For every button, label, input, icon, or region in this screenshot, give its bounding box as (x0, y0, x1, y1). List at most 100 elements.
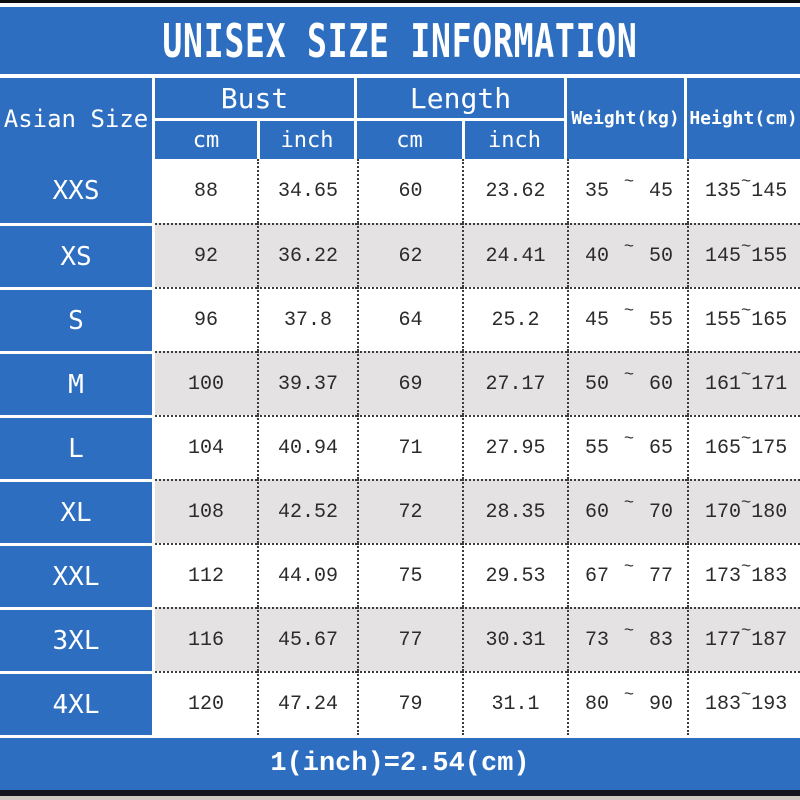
conversion-note: 1(inch)=2.54(cm) (270, 749, 530, 779)
bottom-edge-strip (0, 796, 800, 800)
tilde-glyph: ~ (741, 557, 752, 577)
body-footer-divider (0, 735, 800, 738)
footer-bar: 1(inch)=2.54(cm) (0, 738, 800, 790)
length-cm-value: 72 (357, 479, 462, 543)
header-group-length: Length cm inch (357, 78, 567, 159)
bust-cm-value: 112 (155, 543, 257, 607)
bust-cm-value: 100 (155, 351, 257, 415)
table-row-xs: XS 92 36.22 62 24.41 40 ~ 50 145 ~ 155 (0, 223, 800, 287)
tilde-glyph: ~ (623, 301, 635, 321)
size-label: XL (0, 479, 155, 543)
weight-range: 45 ~ 55 (567, 287, 687, 351)
height-min: 165 (705, 436, 742, 460)
height-max: 187 (751, 628, 788, 652)
height-max: 155 (751, 244, 788, 268)
weight-min: 45 (585, 308, 610, 332)
header-bust-cm: cm (192, 127, 220, 153)
length-cm-value: 71 (357, 415, 462, 479)
bust-cm-value: 120 (155, 671, 257, 735)
height-max: 180 (751, 500, 788, 524)
tilde-glyph: ~ (741, 621, 752, 641)
weight-max: 55 (648, 308, 673, 332)
length-inch-value: 27.95 (462, 415, 567, 479)
height-range: 177 ~ 187 (687, 607, 800, 671)
weight-max: 90 (648, 692, 673, 716)
bust-inch-value: 44.09 (257, 543, 357, 607)
table-row-l: L 104 40.94 71 27.95 55 ~ 65 165 ~ 175 (0, 415, 800, 479)
tilde-glyph: ~ (623, 237, 635, 257)
tilde-glyph: ~ (623, 557, 635, 577)
size-label: 3XL (0, 607, 155, 671)
header-height: Height(cm) (687, 78, 800, 159)
weight-min: 67 (585, 564, 610, 588)
tilde-glyph: ~ (741, 237, 752, 257)
height-min: 161 (705, 372, 742, 396)
weight-max: 45 (648, 179, 673, 203)
header-group-bust: Bust cm inch (155, 78, 357, 159)
table-row-3xl: 3XL 116 45.67 77 30.31 73 ~ 83 177 ~ 187 (0, 607, 800, 671)
height-max: 193 (751, 692, 788, 716)
weight-range: 73 ~ 83 (567, 607, 687, 671)
table-row-4xl: 4XL 120 47.24 79 31.1 80 ~ 90 183 ~ 193 (0, 671, 800, 735)
header-length-label: Length (357, 78, 564, 121)
size-label: L (0, 415, 155, 479)
height-range: 135 ~ 145 (687, 159, 800, 223)
length-cm-value: 64 (357, 287, 462, 351)
size-label: S (0, 287, 155, 351)
weight-min: 55 (585, 436, 610, 460)
header-length-cm: cm (396, 127, 423, 153)
title-bar: UNISEX SIZE INFORMATION (0, 7, 800, 74)
bust-cm-value: 104 (155, 415, 257, 479)
tilde-glyph: ~ (623, 429, 635, 449)
height-max: 165 (751, 308, 788, 332)
tilde-glyph: ~ (623, 621, 635, 641)
weight-range: 60 ~ 70 (567, 479, 687, 543)
weight-max: 70 (648, 500, 673, 524)
height-max: 171 (751, 372, 788, 396)
tilde-glyph: ~ (741, 685, 752, 705)
tilde-glyph: ~ (623, 365, 635, 385)
table-row-s: S 96 37.8 64 25.2 45 ~ 55 155 ~ 165 (0, 287, 800, 351)
bust-inch-value: 37.8 (257, 287, 357, 351)
weight-min: 73 (585, 628, 610, 652)
length-inch-value: 23.62 (462, 159, 567, 223)
tilde-glyph: ~ (623, 172, 635, 192)
length-cm-value: 75 (357, 543, 462, 607)
size-label: XXL (0, 543, 155, 607)
table-body: XXS 88 34.65 60 23.62 35 ~ 45 135 ~ 145 … (0, 159, 800, 735)
size-label: M (0, 351, 155, 415)
height-range: 173 ~ 183 (687, 543, 800, 607)
weight-max: 83 (648, 628, 673, 652)
weight-range: 35 ~ 45 (567, 159, 687, 223)
bust-inch-value: 36.22 (257, 223, 357, 287)
length-cm-value: 79 (357, 671, 462, 735)
length-inch-value: 30.31 (462, 607, 567, 671)
height-range: 155 ~ 165 (687, 287, 800, 351)
length-inch-value: 24.41 (462, 223, 567, 287)
weight-range: 50 ~ 60 (567, 351, 687, 415)
bust-cm-value: 88 (155, 159, 257, 223)
length-inch-value: 25.2 (462, 287, 567, 351)
bottom-black-bar (0, 790, 800, 796)
tilde-glyph: ~ (623, 493, 635, 513)
height-min: 183 (705, 692, 742, 716)
bust-inch-value: 40.94 (257, 415, 357, 479)
weight-max: 77 (648, 564, 673, 588)
height-range: 145 ~ 155 (687, 223, 800, 287)
header-length-inch: inch (462, 121, 564, 159)
table-header: Asian Size Bust cm inch Length cm inch W… (0, 78, 800, 159)
weight-max: 65 (648, 436, 673, 460)
height-max: 183 (751, 564, 788, 588)
height-min: 177 (705, 628, 742, 652)
bust-cm-value: 108 (155, 479, 257, 543)
bust-cm-value: 116 (155, 607, 257, 671)
top-white-gap (0, 3, 800, 7)
title-header-divider (0, 74, 800, 78)
weight-range: 55 ~ 65 (567, 415, 687, 479)
bust-inch-value: 47.24 (257, 671, 357, 735)
weight-min: 80 (585, 692, 610, 716)
weight-range: 40 ~ 50 (567, 223, 687, 287)
height-min: 155 (705, 308, 742, 332)
page-title: UNISEX SIZE INFORMATION (162, 13, 638, 68)
